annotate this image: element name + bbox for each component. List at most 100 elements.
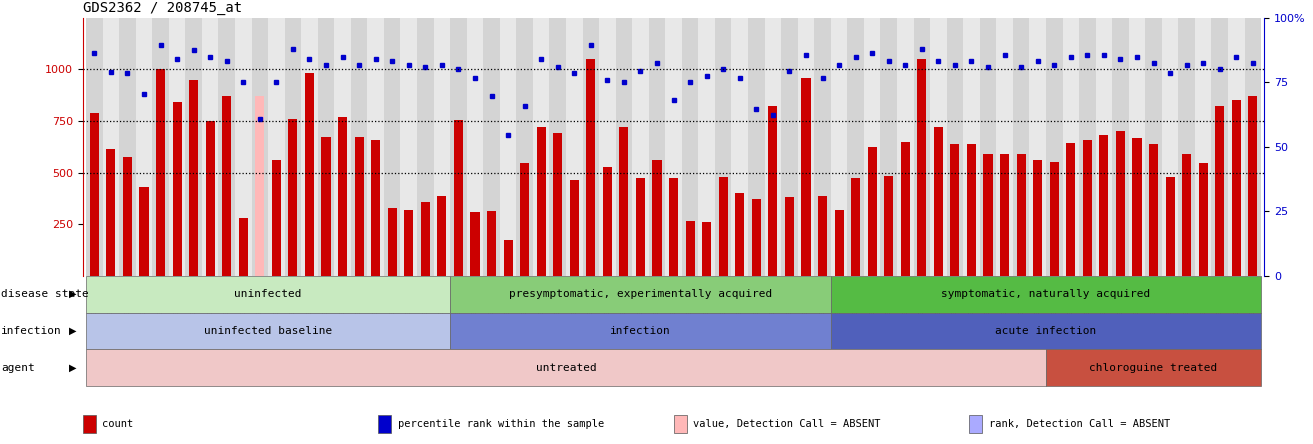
Bar (487, 211, 496, 276)
Bar (1046, 349, 1260, 386)
Bar (1145, 18, 1162, 276)
Bar (583, 18, 599, 276)
Bar (1116, 131, 1125, 276)
Bar (418, 18, 433, 276)
Text: ▶: ▶ (68, 326, 76, 336)
Bar (864, 18, 881, 276)
Bar (322, 138, 331, 276)
Bar (355, 138, 364, 276)
Bar (764, 18, 781, 276)
Bar (537, 127, 546, 276)
Bar (1228, 18, 1245, 276)
Bar (947, 18, 964, 276)
Bar (1166, 177, 1175, 276)
Bar (135, 18, 152, 276)
Bar (222, 96, 231, 276)
Bar (681, 18, 699, 276)
Bar (831, 18, 847, 276)
Bar (599, 18, 616, 276)
Bar (1016, 154, 1025, 276)
Text: rank, Detection Call = ABSENT: rank, Detection Call = ABSENT (989, 419, 1170, 429)
Bar (831, 313, 1260, 349)
Bar (587, 59, 595, 276)
Bar (897, 18, 914, 276)
Bar (702, 222, 712, 276)
Bar (466, 18, 483, 276)
Bar (189, 79, 198, 276)
Bar (716, 18, 731, 276)
Bar (566, 18, 583, 276)
Bar (252, 18, 268, 276)
Bar (798, 18, 814, 276)
Bar (731, 18, 748, 276)
Bar (1178, 18, 1195, 276)
Bar (285, 18, 301, 276)
Text: ▶: ▶ (68, 289, 76, 299)
Text: infection: infection (1, 326, 62, 336)
Bar (1095, 18, 1112, 276)
Bar (305, 73, 314, 276)
Bar (868, 147, 877, 276)
Bar (533, 18, 549, 276)
Bar (918, 59, 927, 276)
Bar (450, 276, 831, 313)
Bar (1195, 18, 1212, 276)
Bar (748, 18, 764, 276)
Bar (632, 18, 649, 276)
Bar (520, 163, 529, 276)
Bar (156, 69, 165, 276)
Text: presymptomatic, experimentally acquired: presymptomatic, experimentally acquired (509, 289, 772, 299)
Bar (1249, 96, 1258, 276)
Bar (1182, 154, 1191, 276)
Bar (685, 221, 695, 276)
Bar (450, 18, 466, 276)
Text: percentile rank within the sample: percentile rank within the sample (398, 419, 604, 429)
Bar (404, 210, 414, 276)
Bar (139, 187, 148, 276)
Bar (335, 18, 351, 276)
Text: count: count (102, 419, 134, 429)
Bar (934, 127, 943, 276)
Bar (1199, 163, 1208, 276)
Bar (1001, 154, 1010, 276)
Bar (835, 210, 844, 276)
Bar (500, 18, 516, 276)
Bar (87, 276, 450, 313)
Bar (964, 18, 979, 276)
Bar (172, 103, 181, 276)
Text: agent: agent (1, 363, 35, 373)
Bar (1232, 100, 1241, 276)
Bar (454, 120, 463, 276)
Bar (553, 133, 562, 276)
Bar (87, 313, 450, 349)
Bar (89, 113, 98, 276)
Bar (603, 167, 612, 276)
Bar (814, 18, 831, 276)
Bar (218, 18, 235, 276)
Text: acute infection: acute infection (995, 326, 1096, 336)
Bar (752, 199, 760, 276)
Bar (437, 196, 446, 276)
Bar (620, 127, 629, 276)
Bar (847, 18, 864, 276)
Bar (881, 18, 897, 276)
Text: infection: infection (611, 326, 671, 336)
Bar (1129, 18, 1145, 276)
Bar (206, 121, 215, 276)
Bar (1049, 162, 1058, 276)
Bar (718, 177, 727, 276)
Bar (735, 193, 744, 276)
Bar (268, 18, 285, 276)
Bar (119, 18, 135, 276)
Text: uninfected: uninfected (234, 289, 302, 299)
Bar (483, 18, 500, 276)
Bar (1033, 160, 1043, 276)
Bar (123, 157, 131, 276)
Bar (450, 313, 831, 349)
Bar (1132, 139, 1141, 276)
Bar (901, 142, 910, 276)
Bar (831, 276, 1260, 313)
Text: GDS2362 / 208745_at: GDS2362 / 208745_at (83, 1, 242, 16)
Bar (1245, 18, 1260, 276)
Bar (930, 18, 947, 276)
